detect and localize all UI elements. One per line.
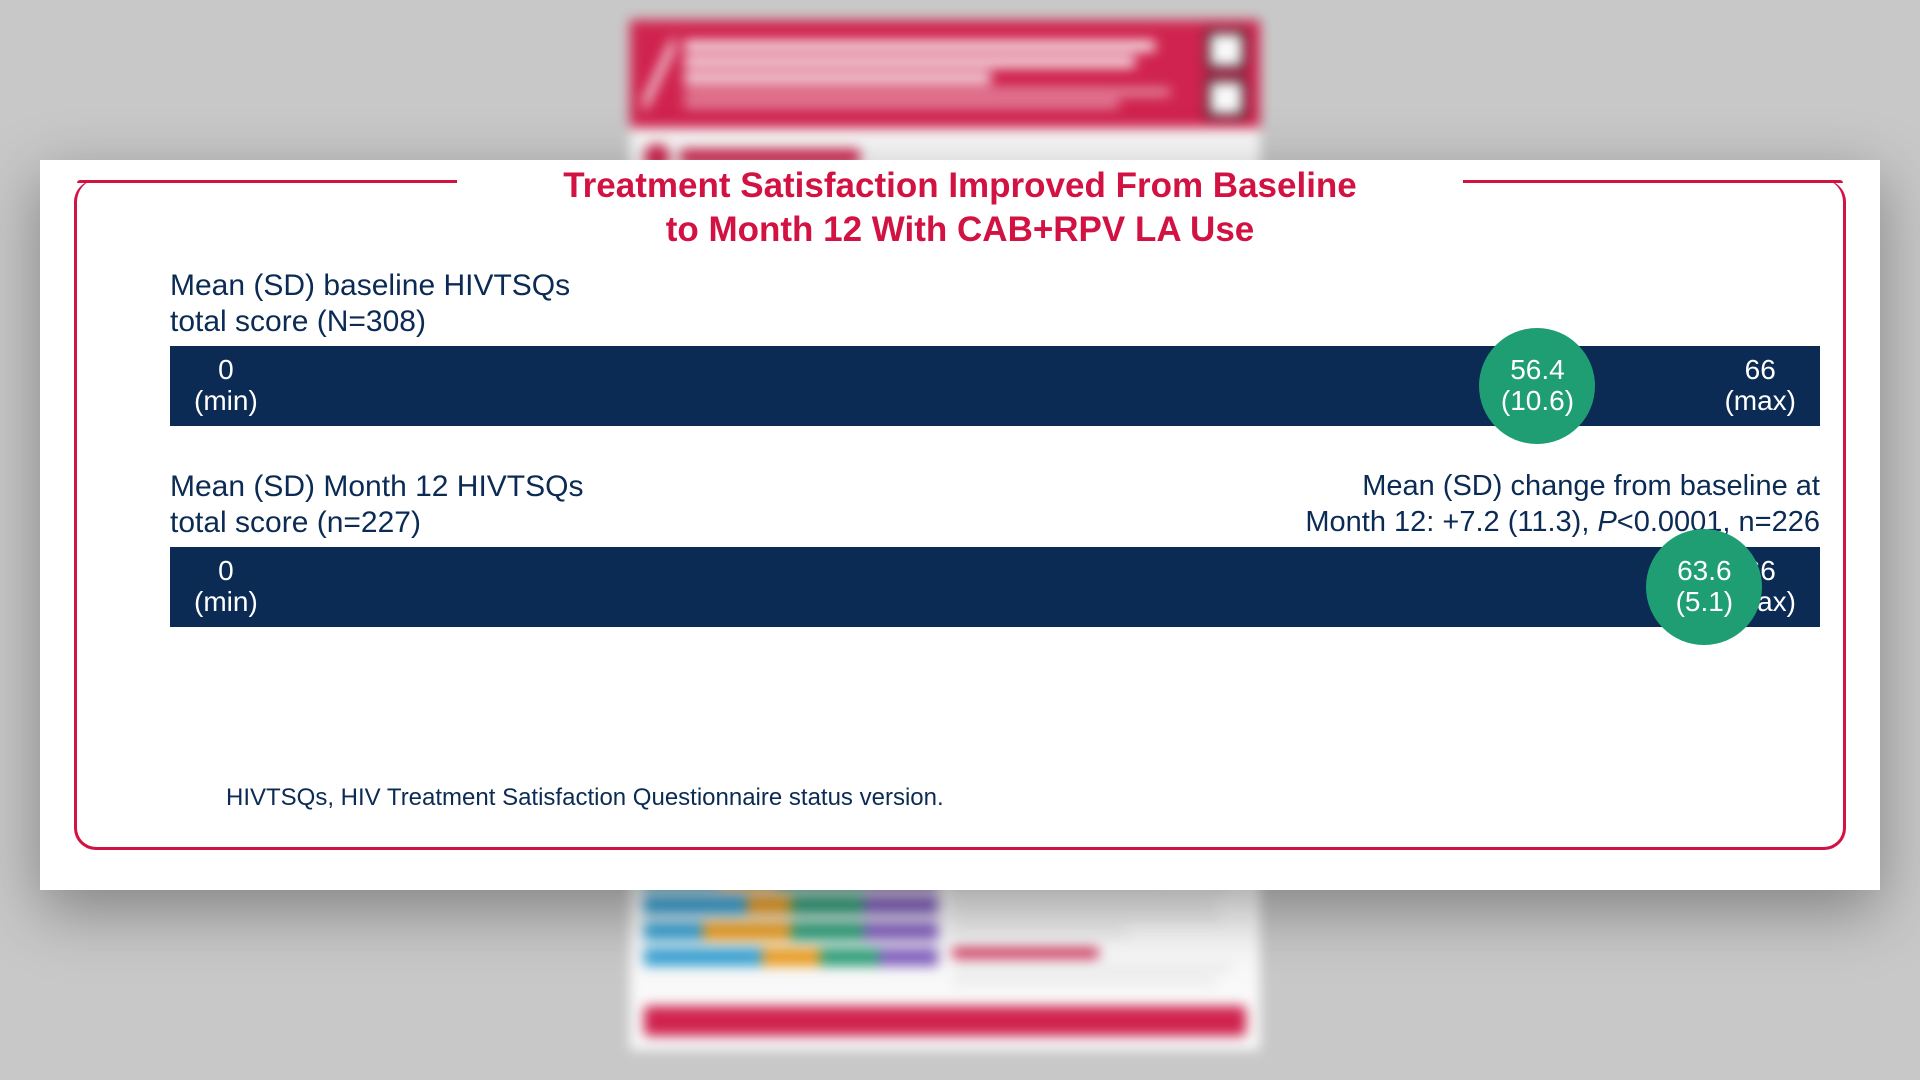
baseline-label-line1: Mean (SD) baseline HIVTSQs xyxy=(170,269,570,302)
month12-bar: 0 (min) 66 (max) 63.6 (5.1) xyxy=(170,547,1820,627)
baseline-sd: (10.6) xyxy=(1501,386,1574,417)
min-value: 0 xyxy=(218,354,234,385)
baseline-value: 56.4 xyxy=(1510,355,1565,386)
max-text: (max) xyxy=(1724,385,1796,416)
baseline-label: Mean (SD) baseline HIVTSQs total score (… xyxy=(170,268,1820,340)
baseline-value-circle: 56.4 (10.6) xyxy=(1479,328,1595,444)
month12-sd: (5.1) xyxy=(1676,587,1734,618)
baseline-bar: 0 (min) 66 (max) 56.4 (10.6) xyxy=(170,346,1820,426)
change-note-line1: Mean (SD) change from baseline at xyxy=(1362,470,1820,502)
baseline-label-line2: total score (N=308) xyxy=(170,305,426,338)
month12-label: Mean (SD) Month 12 HIVTSQs total score (… xyxy=(170,469,583,541)
change-note-p: P xyxy=(1597,506,1616,538)
slide-title: Treatment Satisfaction Improved From Bas… xyxy=(40,164,1880,252)
min-value: 0 xyxy=(218,555,234,586)
month12-value-circle: 63.6 (5.1) xyxy=(1646,529,1762,645)
slide-content: Mean (SD) baseline HIVTSQs total score (… xyxy=(170,268,1820,832)
change-from-baseline-note: Mean (SD) change from baseline at Month … xyxy=(1305,468,1820,541)
month12-value: 63.6 xyxy=(1677,556,1732,587)
baseline-min: 0 (min) xyxy=(194,355,258,417)
change-note-prefix: Month 12: +7.2 (11.3), xyxy=(1305,506,1597,538)
min-text: (min) xyxy=(194,586,258,617)
month12-label-line2: total score (n=227) xyxy=(170,506,421,539)
max-value: 66 xyxy=(1745,354,1776,385)
middle-row: Mean (SD) Month 12 HIVTSQs total score (… xyxy=(170,468,1820,541)
title-line2: to Month 12 With CAB+RPV LA Use xyxy=(666,210,1255,249)
min-text: (min) xyxy=(194,385,258,416)
baseline-max: 66 (max) xyxy=(1724,355,1796,417)
month12-min: 0 (min) xyxy=(194,556,258,618)
title-line1: Treatment Satisfaction Improved From Bas… xyxy=(563,166,1357,205)
slide-card: Treatment Satisfaction Improved From Bas… xyxy=(40,160,1880,890)
baseline-block: Mean (SD) baseline HIVTSQs total score (… xyxy=(170,268,1820,426)
footnote: HIVTSQs, HIV Treatment Satisfaction Ques… xyxy=(226,784,1764,812)
month12-label-line1: Mean (SD) Month 12 HIVTSQs xyxy=(170,470,583,503)
